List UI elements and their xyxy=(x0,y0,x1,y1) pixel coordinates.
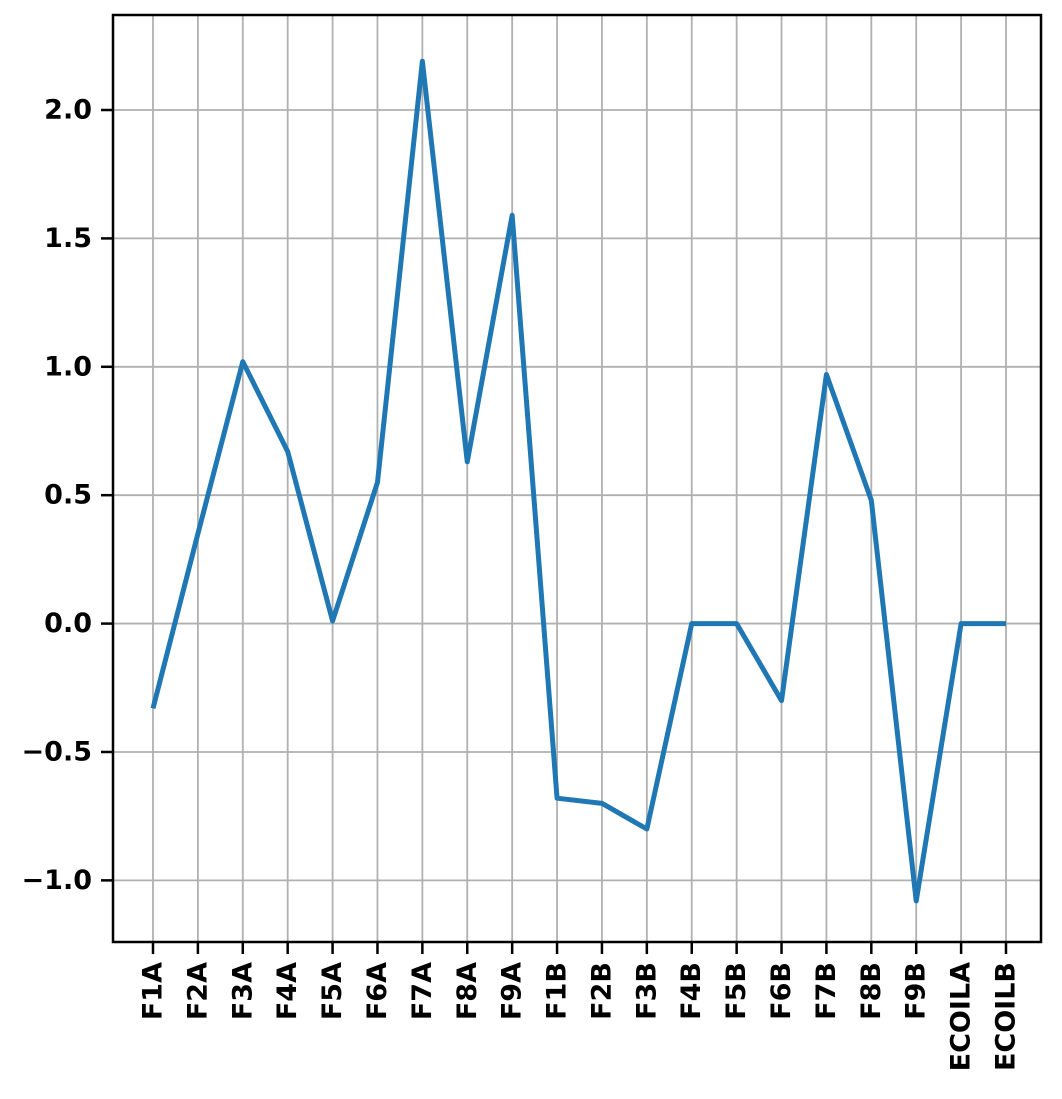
y-tick-label: 0.5 xyxy=(44,480,92,511)
y-tick-label: −0.5 xyxy=(22,736,92,767)
x-tick-label: F3B xyxy=(631,962,662,1020)
x-tick-label: F1B xyxy=(542,962,573,1020)
x-tick-label: F6A xyxy=(362,962,393,1020)
x-tick-label: ECOILA xyxy=(946,962,977,1071)
data-line xyxy=(150,58,1006,904)
x-tick-label: F2B xyxy=(586,962,617,1020)
x-tick-label: F2A xyxy=(182,962,213,1020)
axes-frame xyxy=(111,13,1043,944)
x-tick-label: F1A xyxy=(138,962,169,1020)
y-tick-label: 1.5 xyxy=(44,223,92,254)
x-tick-label: F3A xyxy=(227,962,258,1020)
x-tick-label: F9B xyxy=(901,962,932,1020)
x-tick-label: F4B xyxy=(676,962,707,1020)
y-tick-label: −1.0 xyxy=(22,865,92,896)
x-tick-label: F5A xyxy=(317,962,348,1020)
y-tick-label: 0.0 xyxy=(44,608,92,639)
x-tick-label: F7A xyxy=(407,962,438,1020)
x-tick-label: F8B xyxy=(856,962,887,1020)
x-tick-label: F6B xyxy=(766,962,797,1020)
x-tick-label: F5B xyxy=(721,962,752,1020)
x-tick-label: F9A xyxy=(497,962,528,1020)
y-tick-label: 2.0 xyxy=(44,95,92,126)
x-tick-label: F4A xyxy=(272,962,303,1020)
x-tick-label: F7B xyxy=(811,962,842,1020)
y-tick-label: 1.0 xyxy=(44,351,92,382)
x-tick-label: F8A xyxy=(452,962,483,1020)
x-tick-label: ECOILB xyxy=(991,962,1022,1071)
